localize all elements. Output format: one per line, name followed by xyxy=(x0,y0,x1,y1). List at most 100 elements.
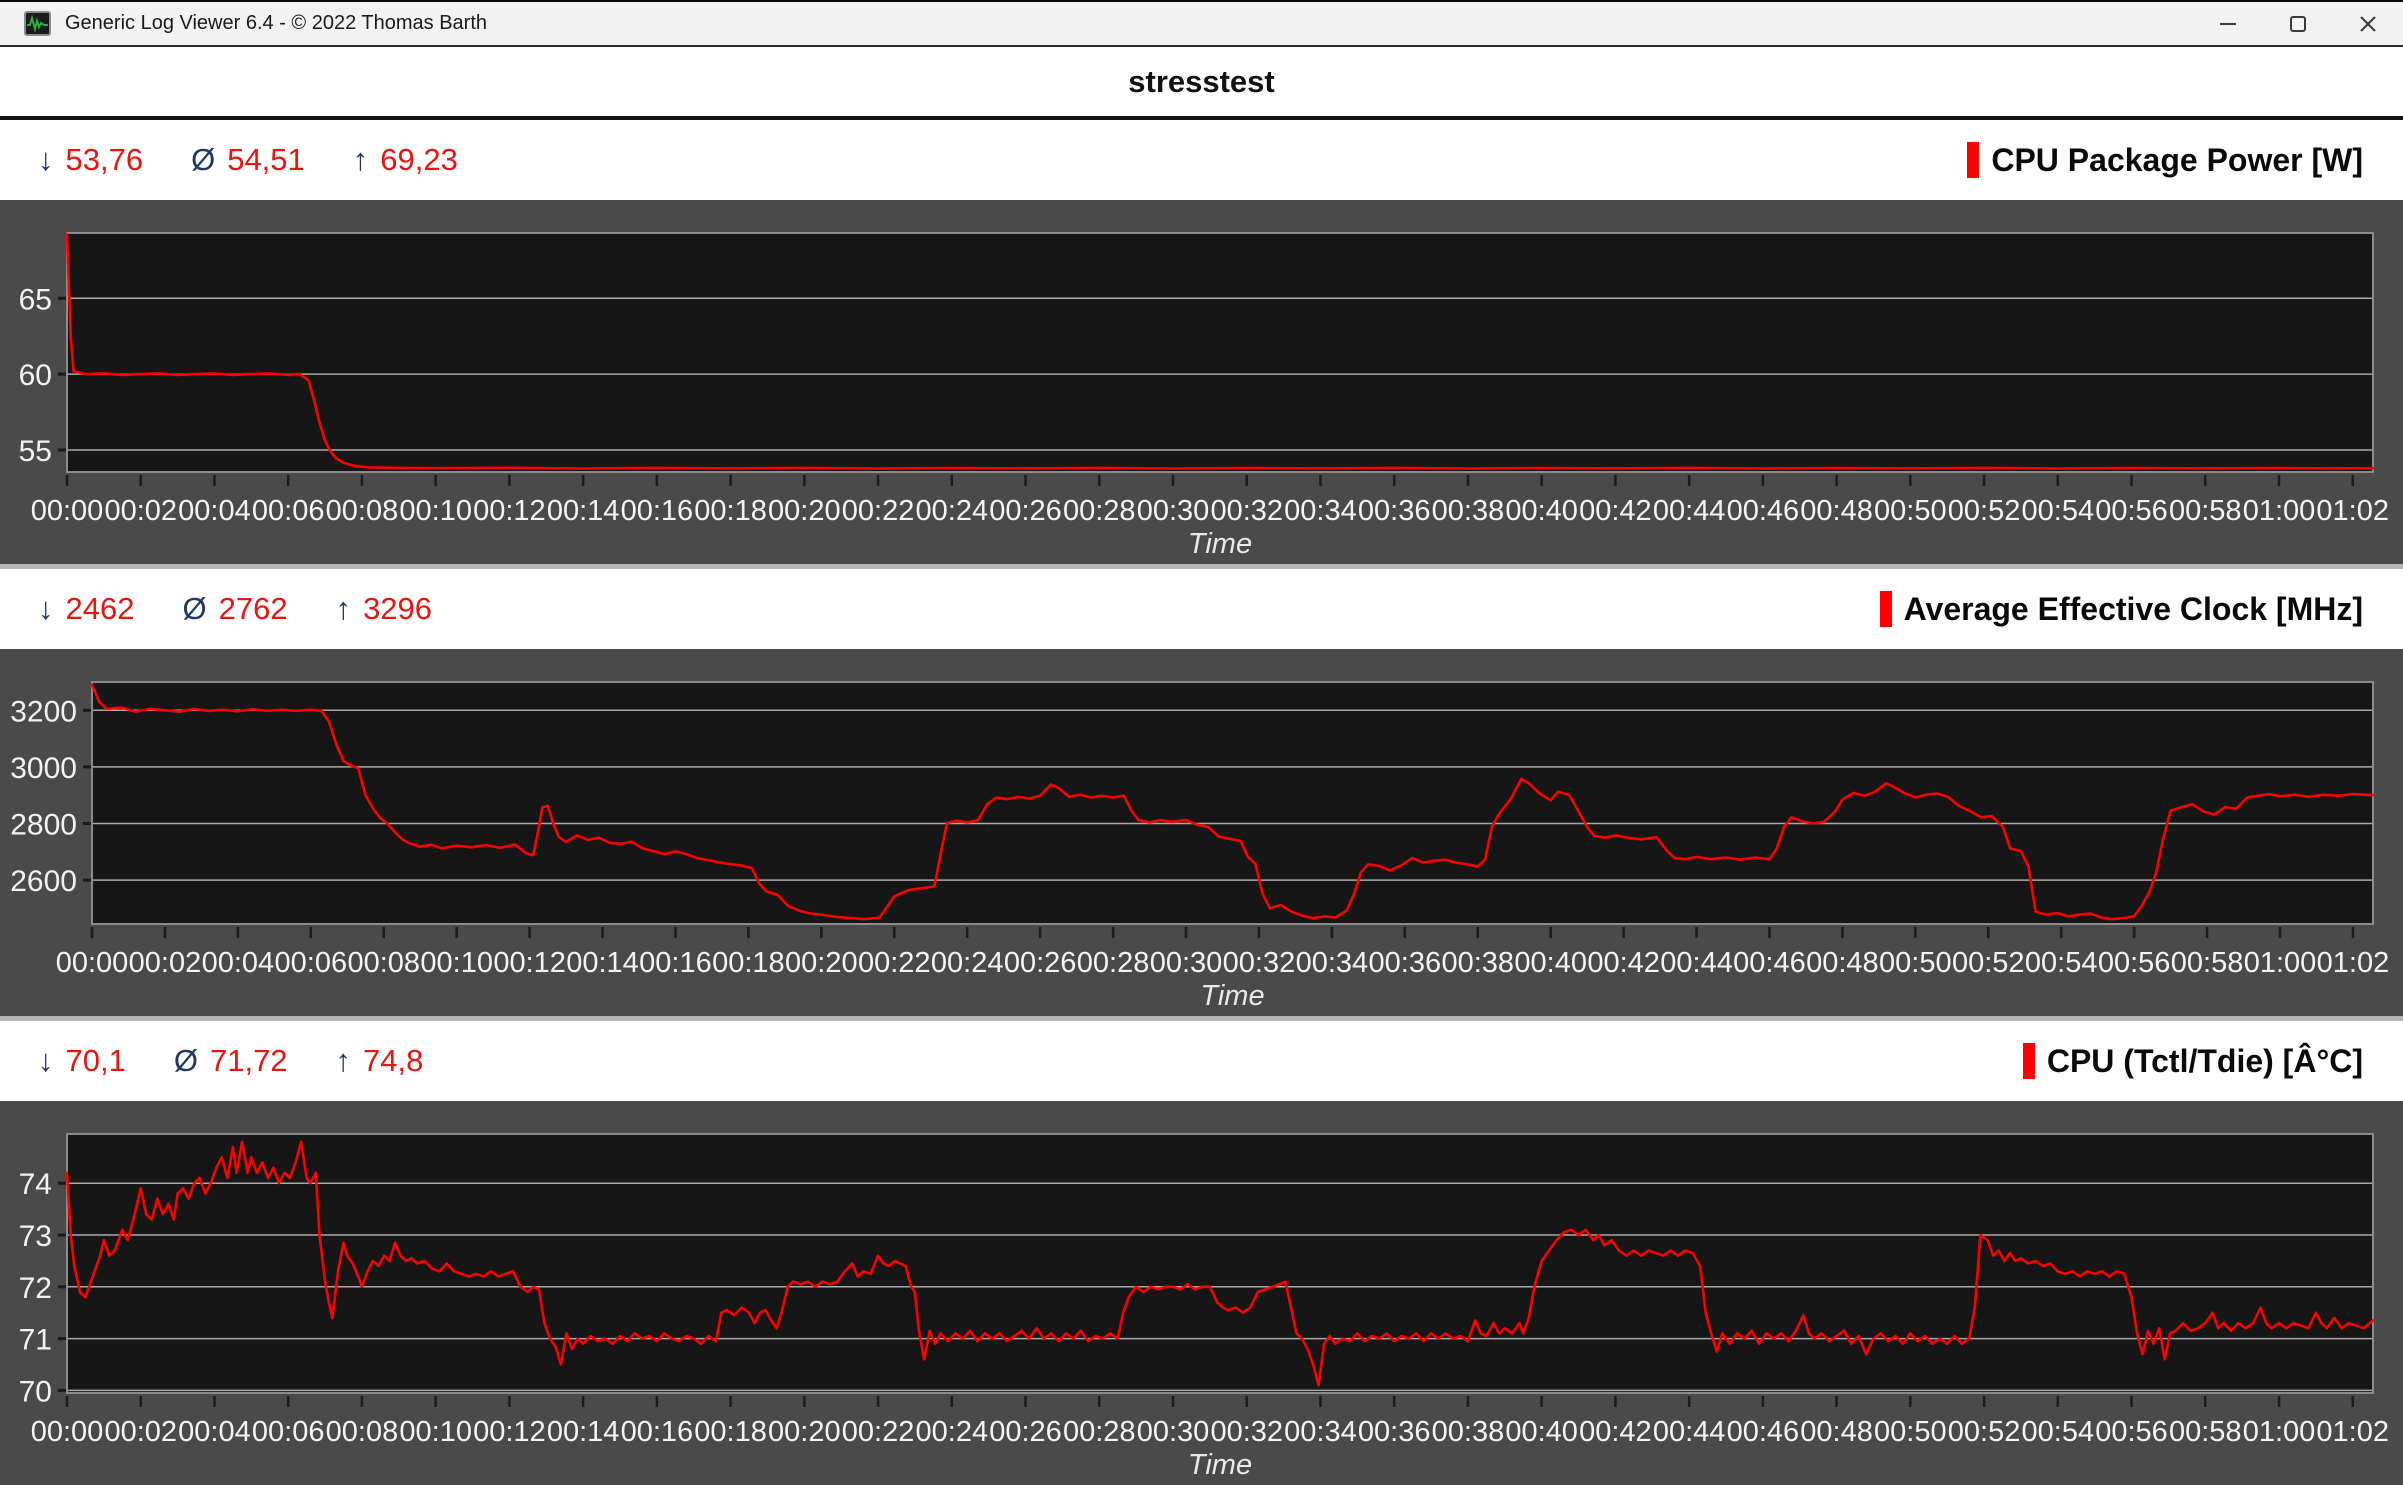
app-icon xyxy=(24,11,51,36)
legend-label: CPU Package Power [W] xyxy=(1991,141,2363,178)
y-tick xyxy=(58,448,67,452)
plot-border xyxy=(91,681,2374,925)
y-tick xyxy=(58,1337,67,1341)
x-tick-label: 00:50 xyxy=(1874,1416,1947,1448)
x-tick-label: 01:02 xyxy=(2316,1416,2389,1448)
min-arrow-icon: ↓ xyxy=(38,591,54,626)
x-tick-label: 00:52 xyxy=(1948,495,2021,527)
chart-legend: Average Effective Clock [MHz] xyxy=(1879,590,2363,628)
y-tick-label: 71 xyxy=(19,1324,52,1357)
min-arrow-icon: ↓ xyxy=(38,1043,54,1078)
x-tick-label: 00:26 xyxy=(989,495,1062,527)
x-tick-label: 00:28 xyxy=(1077,947,1150,979)
x-tick-label: 00:24 xyxy=(916,1416,989,1448)
x-tick-label: 00:32 xyxy=(1223,947,1296,979)
plot-area[interactable] xyxy=(67,233,2373,472)
x-tick-label: 00:18 xyxy=(712,947,785,979)
x-tick-label: 00:50 xyxy=(1874,495,1947,527)
average-icon: Ø xyxy=(191,142,216,177)
x-tick-label: 00:40 xyxy=(1514,947,1587,979)
x-tick-label: 00:14 xyxy=(547,495,620,527)
y-tick xyxy=(58,1233,67,1237)
legend-label: Average Effective Clock [MHz] xyxy=(1903,590,2363,627)
x-tick-label: 00:30 xyxy=(1150,947,1223,979)
maximize-button[interactable] xyxy=(2263,1,2333,46)
stat-avg: Ø 2762 xyxy=(182,591,287,627)
x-tick-label: 00:32 xyxy=(1210,1416,1283,1448)
max-arrow-icon: ↑ xyxy=(352,142,369,177)
average-icon: Ø xyxy=(182,591,207,626)
y-tick xyxy=(58,1285,67,1289)
stat-min: ↓ 70,1 xyxy=(38,1043,126,1079)
max-arrow-icon: ↑ xyxy=(335,1043,352,1078)
page-title: stresstest xyxy=(0,47,2403,116)
x-tick-label: 00:18 xyxy=(694,1416,767,1448)
x-tick-label: 00:18 xyxy=(694,495,767,527)
section-divider xyxy=(0,1016,2403,1021)
minimize-icon xyxy=(2220,22,2236,25)
x-tick-label: 00:34 xyxy=(1296,947,1369,979)
x-tick-label: 00:14 xyxy=(547,1416,620,1448)
stats-band-cpu-power: ↓ 53,76 Ø 54,51 ↑ 69,23 CPU Package Powe… xyxy=(0,120,2403,200)
y-tick xyxy=(58,372,67,376)
chart-stats: ↓ 53,76 Ø 54,51 ↑ 69,23 xyxy=(38,142,458,178)
x-tick-label: 00:00 xyxy=(31,495,104,527)
y-tick xyxy=(58,1181,67,1185)
chart-legend: CPU Package Power [W] xyxy=(1967,142,2363,179)
x-tick-label: 00:36 xyxy=(1369,947,1442,979)
x-tick-label: 00:12 xyxy=(473,1416,546,1448)
stats-band-cpu-temp: ↓ 70,1 Ø 71,72 ↑ 74,8 CPU (Tctl/Tdie) [Â… xyxy=(0,1021,2403,1101)
x-tick-label: 00:02 xyxy=(104,1416,177,1448)
x-tick-label: 00:58 xyxy=(2169,1416,2242,1448)
x-tick-label: 00:34 xyxy=(1284,495,1357,527)
x-tick-label: 00:12 xyxy=(473,495,546,527)
plot-area[interactable] xyxy=(92,682,2373,924)
y-tick-label: 65 xyxy=(19,283,52,316)
section-divider xyxy=(0,564,2403,569)
x-tick-label: 00:16 xyxy=(621,1416,694,1448)
stat-avg-value: 54,51 xyxy=(227,142,305,177)
stat-max: ↑ 74,8 xyxy=(336,1043,424,1079)
x-tick-label: 00:06 xyxy=(275,947,348,979)
stat-avg: Ø 54,51 xyxy=(191,142,305,178)
minimize-button[interactable] xyxy=(2193,1,2263,46)
x-tick-label: 00:54 xyxy=(2022,1416,2095,1448)
y-tick-label: 74 xyxy=(19,1168,52,1201)
x-tick-label: 00:42 xyxy=(1579,1416,1652,1448)
maximize-icon xyxy=(2290,15,2306,32)
y-tick xyxy=(58,296,67,300)
window-title: Generic Log Viewer 6.4 - © 2022 Thomas B… xyxy=(65,12,488,34)
x-tick-label: 00:56 xyxy=(2098,947,2171,979)
x-tick-label: 01:00 xyxy=(2243,1416,2316,1448)
plot-area[interactable] xyxy=(67,1134,2373,1393)
max-arrow-icon: ↑ xyxy=(335,591,352,626)
x-tick-label: 01:02 xyxy=(2317,947,2390,979)
x-tick-label: 00:30 xyxy=(1137,1416,1210,1448)
y-tick xyxy=(83,765,92,769)
stat-max: ↑ 69,23 xyxy=(353,142,458,178)
x-tick-label: 00:16 xyxy=(621,495,694,527)
stat-min-value: 70,1 xyxy=(65,1043,126,1078)
chart-panel-cpu-temp: 74 73 72 71 70 00:00 00:02 00:04 00:06 00:08 00:10… xyxy=(0,1101,2403,1485)
x-tick-label: 00:46 xyxy=(1733,947,1806,979)
chart-canvas-effective-clock[interactable]: 3200 3000 2800 2600 00:00 00:02 00:04 00:06 00:0… xyxy=(0,649,2403,1016)
legend-color-bar xyxy=(1879,591,1892,627)
x-tick-label: 00:26 xyxy=(989,1416,1062,1448)
x-tick-label: 00:44 xyxy=(1653,495,1726,527)
chart-panel-effective-clock: 3200 3000 2800 2600 00:00 00:02 00:04 00:06 00:0… xyxy=(0,649,2403,1016)
y-tick-label: 73 xyxy=(19,1220,52,1253)
x-tick-label: 00:00 xyxy=(56,947,129,979)
min-arrow-icon: ↓ xyxy=(38,142,54,177)
x-tick-label: 00:04 xyxy=(178,1416,251,1448)
titlebar-left: Generic Log Viewer 6.4 - © 2022 Thomas B… xyxy=(0,11,487,36)
y-tick xyxy=(83,878,92,882)
chart-canvas-cpu-temp[interactable]: 74 73 72 71 70 00:00 00:02 00:04 00:06 00:08 00:10… xyxy=(0,1101,2403,1485)
x-tick-label: 00:50 xyxy=(1879,947,1952,979)
y-tick xyxy=(83,822,92,826)
x-tick-label: 00:22 xyxy=(842,1416,915,1448)
close-button[interactable] xyxy=(2333,1,2403,46)
x-tick-label: 00:08 xyxy=(326,1416,399,1448)
stat-min: ↓ 2462 xyxy=(38,591,134,627)
x-tick-label: 00:08 xyxy=(347,947,420,979)
